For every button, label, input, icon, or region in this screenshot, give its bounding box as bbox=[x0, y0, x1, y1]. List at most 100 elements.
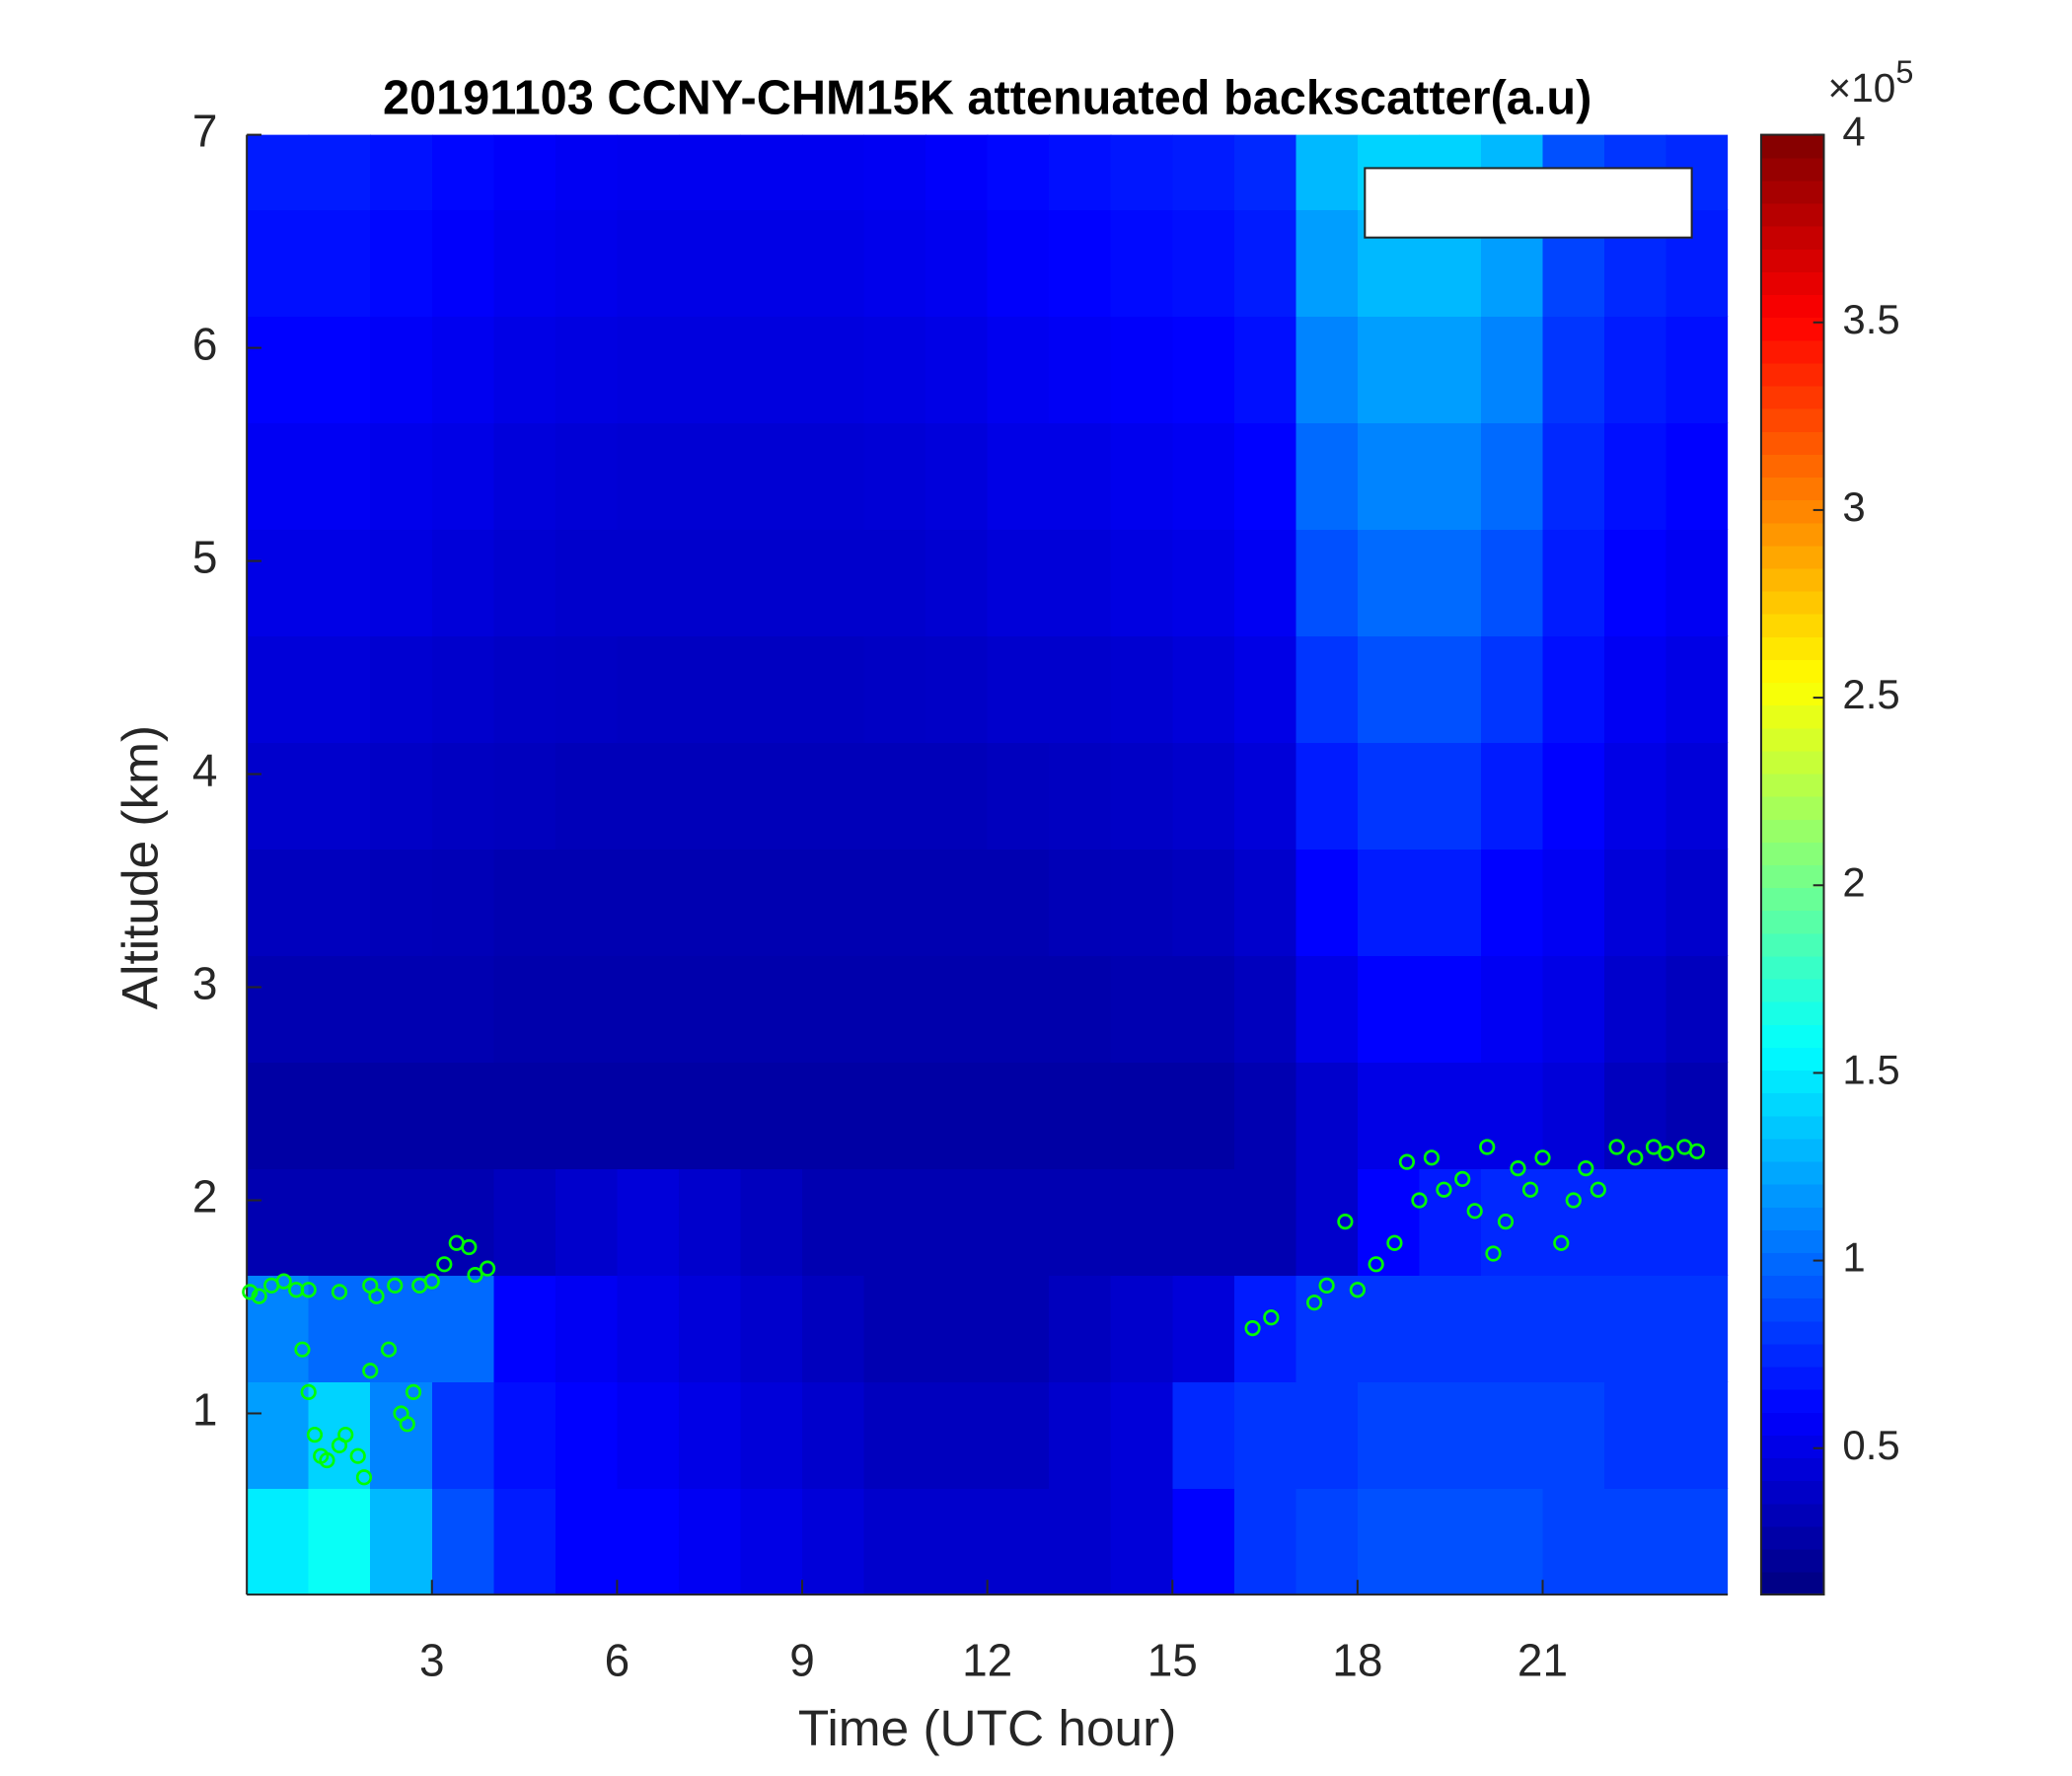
heat-cell bbox=[1233, 529, 1297, 636]
colorbar-swatch bbox=[1760, 1571, 1824, 1595]
heat-cell bbox=[1604, 1275, 1667, 1382]
heat-cell bbox=[1480, 316, 1544, 423]
colorbar-swatch bbox=[1760, 1229, 1824, 1253]
heat-cell bbox=[740, 955, 803, 1063]
colorbar-swatch bbox=[1760, 477, 1824, 501]
colorbar-swatch bbox=[1760, 773, 1824, 797]
heat-cell bbox=[617, 529, 680, 636]
heat-cell bbox=[802, 422, 865, 530]
heat-cell bbox=[1542, 955, 1605, 1063]
colorbar-swatch bbox=[1760, 385, 1824, 409]
heat-cell bbox=[925, 209, 989, 317]
heat-cell bbox=[1542, 742, 1605, 850]
heat-cell bbox=[431, 422, 494, 530]
heat-cell bbox=[1604, 742, 1667, 850]
heat-cell bbox=[247, 209, 310, 317]
heat-cell bbox=[1295, 422, 1359, 530]
cloud-base-point bbox=[337, 1426, 354, 1443]
heat-cell bbox=[308, 1275, 371, 1382]
heat-cell bbox=[987, 1168, 1050, 1276]
heat-cell bbox=[1542, 1381, 1605, 1489]
heat-cell bbox=[1542, 1488, 1605, 1595]
colorbar-swatch bbox=[1760, 1457, 1824, 1482]
heat-cell bbox=[1110, 1275, 1173, 1382]
heat-cell bbox=[802, 529, 865, 636]
heat-cell bbox=[1542, 422, 1605, 530]
heat-cell bbox=[678, 1168, 742, 1276]
colorbar-swatch bbox=[1760, 522, 1824, 547]
heat-cell bbox=[678, 316, 742, 423]
colorbar-swatch bbox=[1760, 864, 1824, 889]
colorbar-swatch bbox=[1760, 1297, 1824, 1322]
colorbar-swatch bbox=[1760, 545, 1824, 569]
heat-cell bbox=[802, 134, 865, 210]
y-axis-label: Altitude (km) bbox=[111, 725, 169, 1009]
colorbar-swatch bbox=[1760, 932, 1824, 957]
heat-cell bbox=[925, 1488, 989, 1595]
heat-cell bbox=[493, 635, 556, 743]
heat-cell bbox=[1233, 1168, 1297, 1276]
heat-cell bbox=[1110, 635, 1173, 743]
heat-cell bbox=[1604, 849, 1667, 956]
colorbar-tick-label: 1.5 bbox=[1842, 1046, 1899, 1092]
heat-cell bbox=[1357, 635, 1421, 743]
heat-cell bbox=[925, 849, 989, 956]
heat-cell bbox=[1110, 529, 1173, 636]
colorbar-swatch bbox=[1760, 910, 1824, 934]
colorbar-swatch bbox=[1760, 1389, 1824, 1413]
colorbar-swatch bbox=[1760, 1160, 1824, 1185]
heat-cell bbox=[247, 1062, 310, 1169]
heat-cell bbox=[247, 529, 310, 636]
heat-cell bbox=[1172, 209, 1235, 317]
colorbar-swatch bbox=[1760, 750, 1824, 775]
heat-cell bbox=[1172, 1381, 1235, 1489]
heat-cell bbox=[308, 134, 371, 210]
heat-cell bbox=[740, 849, 803, 956]
cloud-base-point bbox=[355, 1469, 373, 1486]
heat-cell bbox=[1419, 316, 1482, 423]
cloud-base-point bbox=[1368, 1256, 1384, 1273]
heat-cell bbox=[493, 134, 556, 210]
heat-cell bbox=[1604, 1381, 1667, 1489]
heat-cell bbox=[431, 742, 494, 850]
cloud-base-point bbox=[1318, 1277, 1335, 1295]
heat-cell bbox=[1049, 529, 1112, 636]
colorbar-swatch bbox=[1760, 1412, 1824, 1436]
heat-cell bbox=[802, 849, 865, 956]
heat-cell bbox=[247, 742, 310, 850]
heat-cell bbox=[431, 209, 494, 317]
heatmap bbox=[247, 134, 1729, 1595]
cloud-base-point bbox=[331, 1284, 348, 1300]
heat-cell bbox=[740, 316, 803, 423]
heat-cell bbox=[1480, 635, 1544, 743]
colorbar-swatch bbox=[1760, 249, 1824, 272]
heat-cell bbox=[1295, 635, 1359, 743]
cloud-base-point bbox=[1553, 1234, 1570, 1251]
heat-cell bbox=[1604, 955, 1667, 1063]
heat-cell bbox=[1665, 849, 1729, 956]
heat-cell bbox=[1172, 849, 1235, 956]
heat-cell bbox=[678, 1062, 742, 1169]
heat-cell bbox=[678, 635, 742, 743]
heat-cell bbox=[1172, 1168, 1235, 1276]
cloud-base-point bbox=[1411, 1192, 1428, 1209]
y-tick-label: 3 bbox=[192, 958, 218, 1009]
heat-cell bbox=[1419, 955, 1482, 1063]
heat-cell bbox=[1233, 1062, 1297, 1169]
heat-cell bbox=[1233, 849, 1297, 956]
heat-cell bbox=[308, 1062, 371, 1169]
cloud-base-point bbox=[380, 1341, 398, 1358]
heat-cell bbox=[1480, 955, 1544, 1063]
heat-cell bbox=[493, 1381, 556, 1489]
x-tick-label: 18 bbox=[1332, 1635, 1382, 1686]
heat-cell bbox=[1542, 1168, 1605, 1276]
heat-cell bbox=[617, 134, 680, 210]
colorbar-swatch bbox=[1760, 955, 1824, 980]
cloud-base-point bbox=[1645, 1139, 1663, 1155]
colorbar-swatch bbox=[1760, 180, 1824, 204]
colorbar-swatch bbox=[1760, 362, 1824, 387]
heat-cell bbox=[1233, 209, 1297, 317]
heat-cell bbox=[1172, 1488, 1235, 1595]
heat-cell bbox=[1295, 742, 1359, 850]
